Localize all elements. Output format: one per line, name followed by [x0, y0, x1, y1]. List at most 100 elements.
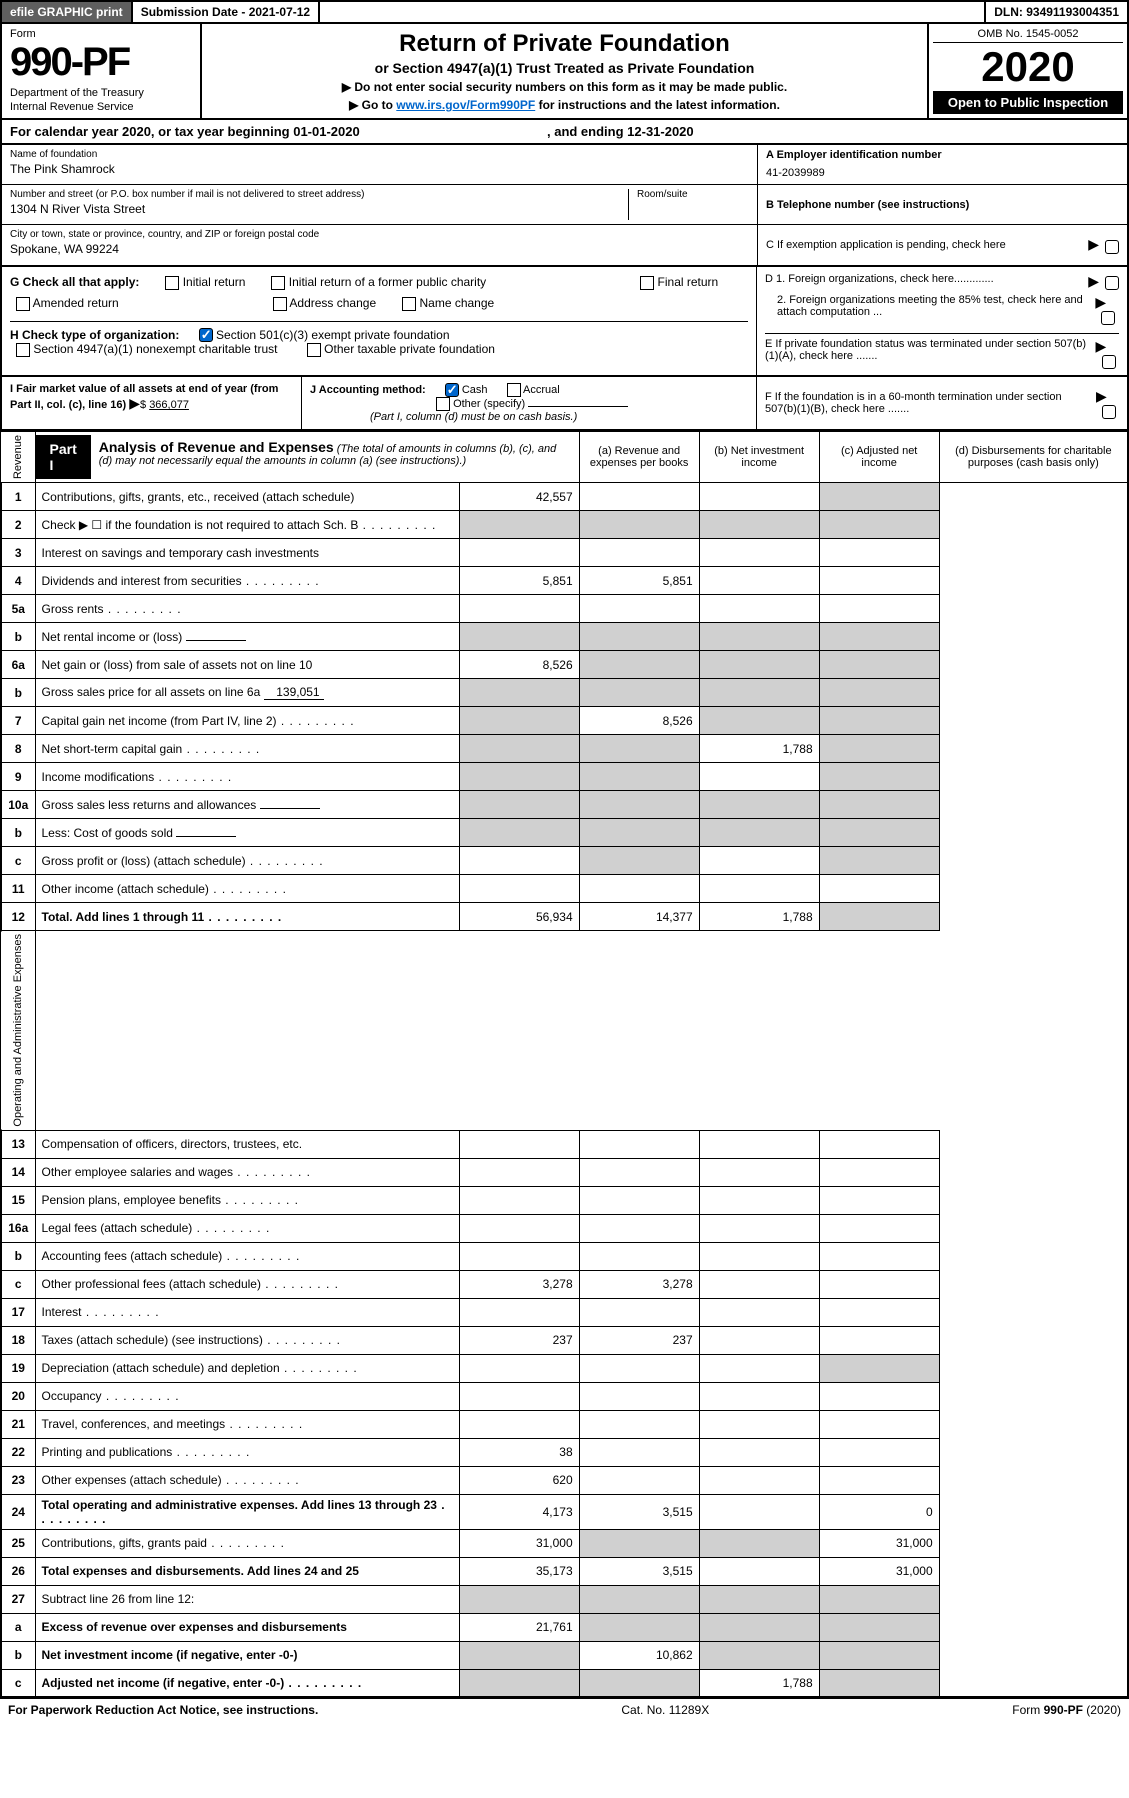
line-num: 25 — [1, 1529, 35, 1557]
note2-pre: ▶ Go to — [349, 98, 396, 112]
line-num: b — [1, 819, 35, 847]
line-desc: Interest — [35, 1298, 459, 1326]
e-checkbox[interactable] — [1102, 355, 1116, 369]
g-opt-3: Amended return — [33, 296, 119, 310]
h-501c3-checkbox[interactable] — [199, 328, 213, 342]
form-title: Return of Private Foundation — [222, 30, 907, 58]
g-address-checkbox[interactable] — [273, 297, 287, 311]
line-desc: Compensation of officers, directors, tru… — [35, 1130, 459, 1158]
g-label: G Check all that apply: — [10, 275, 139, 289]
cell-value — [819, 1186, 939, 1214]
form-url-link[interactable]: www.irs.gov/Form990PF — [396, 98, 535, 112]
cell-value — [699, 1466, 819, 1494]
f-checkbox[interactable] — [1102, 405, 1116, 419]
irs-label: Internal Revenue Service — [10, 101, 192, 113]
line-num: b — [1, 1242, 35, 1270]
h-4947-checkbox[interactable] — [16, 343, 30, 357]
cell-value — [819, 679, 939, 707]
cell-value — [459, 539, 579, 567]
line-desc: Capital gain net income (from Part IV, l… — [35, 707, 459, 735]
line-num: 4 — [1, 567, 35, 595]
cell-value — [579, 1669, 699, 1697]
cell-value — [819, 1438, 939, 1466]
cell-value — [699, 1410, 819, 1438]
g-opt-5: Name change — [419, 296, 494, 310]
line-desc: Adjusted net income (if negative, enter … — [35, 1669, 459, 1697]
submission-date: Submission Date - 2021-07-12 — [133, 2, 320, 22]
cell-value — [699, 567, 819, 595]
col-d-header: (d) Disbursements for charitable purpose… — [939, 432, 1128, 483]
d1-label: D 1. Foreign organizations, check here..… — [765, 273, 994, 290]
cell-value — [699, 1158, 819, 1186]
cell-value — [579, 875, 699, 903]
cash-checkbox[interactable] — [445, 383, 459, 397]
cell-value — [819, 1354, 939, 1382]
d1-checkbox[interactable] — [1105, 276, 1119, 290]
footer-left: For Paperwork Reduction Act Notice, see … — [8, 1703, 318, 1717]
f-label: F If the foundation is in a 60-month ter… — [765, 391, 1096, 415]
room-label: Room/suite — [637, 189, 749, 200]
cell-value — [819, 539, 939, 567]
g-name-checkbox[interactable] — [402, 297, 416, 311]
line-desc: Total expenses and disbursements. Add li… — [35, 1557, 459, 1585]
line-desc: Gross rents — [35, 595, 459, 623]
cell-value — [699, 1214, 819, 1242]
line-desc: Depreciation (attach schedule) and deple… — [35, 1354, 459, 1382]
cell-value — [699, 1130, 819, 1158]
form-header: Form 990-PF Department of the Treasury I… — [0, 24, 1129, 120]
g-opt-2: Final return — [658, 275, 719, 289]
cell-value — [699, 679, 819, 707]
cell-value — [579, 791, 699, 819]
other-method-checkbox[interactable] — [436, 397, 450, 411]
fmv-value: 366,077 — [149, 399, 189, 411]
cell-value — [819, 483, 939, 511]
cell-value — [579, 623, 699, 651]
cell-value: 10,862 — [579, 1641, 699, 1669]
cell-value — [819, 1326, 939, 1354]
line-num: 14 — [1, 1158, 35, 1186]
cell-value — [579, 1382, 699, 1410]
cell-value — [459, 1298, 579, 1326]
name-label: Name of foundation — [10, 149, 749, 160]
h-other-checkbox[interactable] — [307, 343, 321, 357]
line-num: c — [1, 847, 35, 875]
g-opt-1: Initial return of a former public charit… — [289, 275, 486, 289]
h-opt3: Other taxable private foundation — [324, 342, 495, 356]
cell-value — [819, 1669, 939, 1697]
cell-value — [819, 1585, 939, 1613]
pending-label: C If exemption application is pending, c… — [766, 239, 1006, 251]
cash-label: Cash — [462, 384, 488, 396]
cell-value — [699, 651, 819, 679]
cell-value — [459, 735, 579, 763]
col-c-header: (c) Adjusted net income — [819, 432, 939, 483]
line-desc: Net investment income (if negative, ente… — [35, 1641, 459, 1669]
line-num: 5a — [1, 595, 35, 623]
d2-checkbox[interactable] — [1101, 311, 1115, 325]
tax-year: 2020 — [933, 43, 1123, 91]
cell-value — [699, 1494, 819, 1529]
g-amended-checkbox[interactable] — [16, 297, 30, 311]
g-initial-checkbox[interactable] — [165, 276, 179, 290]
cell-value: 237 — [459, 1326, 579, 1354]
line-desc: Contributions, gifts, grants paid — [35, 1529, 459, 1557]
g-final-checkbox[interactable] — [640, 276, 654, 290]
g-initial-former-checkbox[interactable] — [271, 276, 285, 290]
cell-value — [819, 623, 939, 651]
section-g-d: G Check all that apply: Initial return I… — [0, 267, 1129, 377]
calyear-begin: For calendar year 2020, or tax year begi… — [10, 124, 360, 139]
accrual-checkbox[interactable] — [507, 383, 521, 397]
telephone-label: B Telephone number (see instructions) — [766, 199, 969, 211]
cell-value — [579, 1438, 699, 1466]
cell-value — [459, 847, 579, 875]
cell-value — [699, 483, 819, 511]
cell-value — [699, 819, 819, 847]
footer-right: Form 990-PF (2020) — [1012, 1703, 1121, 1717]
form-subtitle: or Section 4947(a)(1) Trust Treated as P… — [222, 60, 907, 76]
form-number: 990-PF — [10, 40, 192, 85]
h-opt1: Section 501(c)(3) exempt private foundat… — [216, 328, 449, 342]
note-link-line: ▶ Go to www.irs.gov/Form990PF for instru… — [222, 98, 907, 112]
line-desc: Net gain or (loss) from sale of assets n… — [35, 651, 459, 679]
pending-checkbox[interactable] — [1105, 240, 1119, 254]
cell-value: 0 — [819, 1494, 939, 1529]
line-num: 9 — [1, 763, 35, 791]
